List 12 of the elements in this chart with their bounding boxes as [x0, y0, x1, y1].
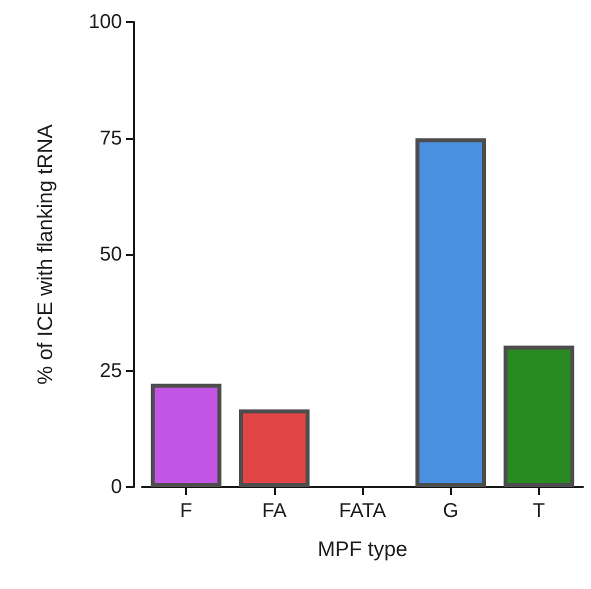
x-tick-label: FA [262, 500, 288, 522]
y-tick-label: 100 [88, 11, 122, 33]
x-tick-label: F [180, 500, 192, 522]
y-axis-title: % of ICE with flanking tRNA [34, 124, 57, 385]
y-tick-label: 0 [110, 476, 122, 498]
x-tick-label: G [442, 500, 458, 522]
x-axis-title: MPF type [318, 538, 408, 561]
y-tick-label: 50 [100, 244, 122, 266]
x-tick-label: T [532, 500, 546, 522]
x-tick-label: FATA [338, 500, 387, 522]
y-tick-label: 25 [100, 360, 122, 382]
y-tick-label: 75 [100, 127, 122, 150]
